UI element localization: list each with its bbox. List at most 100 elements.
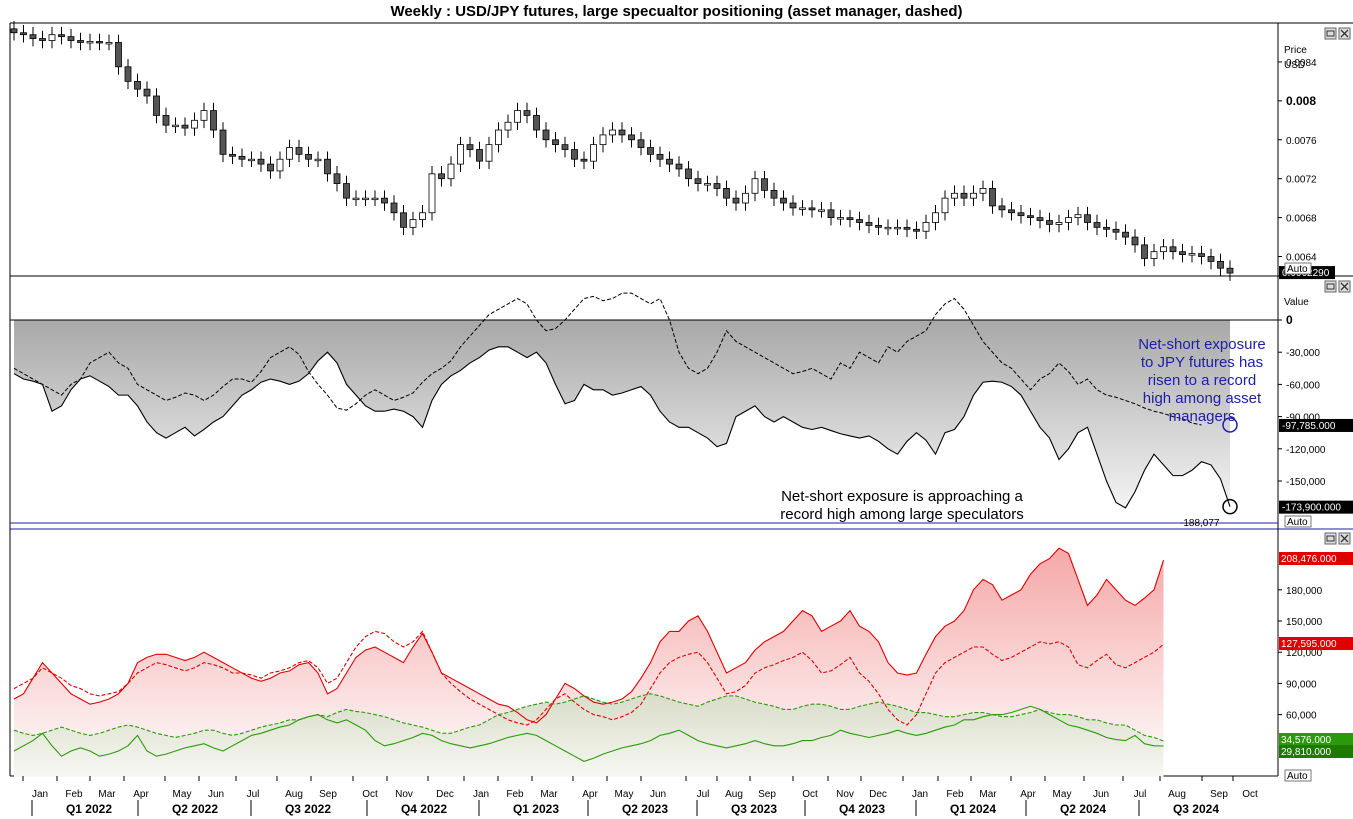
candle [77,32,84,51]
candle [1036,209,1044,229]
quarter-label: Q3 2022 [285,802,331,816]
month-label: Feb [65,789,83,800]
quarter-label: Q2 2022 [172,802,218,816]
candle-body [1160,246,1167,253]
price-tick-label: 0.0072 [1286,175,1317,186]
candle [20,24,27,43]
candle-body [1103,226,1110,230]
candle-body [10,28,18,34]
candle [1179,243,1186,263]
gross-red-dashed-tag [1279,637,1353,650]
annotation-asset-managers: high among asset [1143,390,1262,407]
candle [561,136,569,158]
candle-body [884,226,892,230]
asset-manager-highlight-circle [1222,417,1238,433]
gross-red-value: 208,476.000 [1281,554,1337,565]
candle [181,117,189,136]
candle [48,26,56,49]
restore-icon[interactable] [1324,532,1337,545]
candle-body [495,129,502,146]
month-label: Dec [436,789,454,800]
close-icon[interactable] [1338,280,1351,293]
candle-body [1217,261,1224,269]
candle [837,209,844,226]
candle-body [571,149,578,160]
close-icon[interactable] [1338,27,1351,40]
candle-body [1207,256,1215,262]
candle-body [105,42,113,45]
candle [409,211,417,236]
candle [723,180,730,206]
candle-body [656,153,664,160]
candle-body [599,134,607,146]
candle [352,190,360,206]
candle [884,219,892,236]
net-positioning-panel: -188,077 Value 0 -30,000 -60,000 -90,000 -120,… [10,292,1353,529]
net-solid-value: -173,900.000 [1282,503,1341,514]
candle [29,26,37,47]
candle [162,107,170,133]
candle-body [381,197,388,204]
candle [248,151,255,168]
candle [1198,245,1205,265]
annotation-asset-managers: risen to a record [1148,372,1256,389]
quarter-label: Q4 2023 [839,802,885,816]
net-auto-label: Auto [1287,517,1308,528]
candle-body [238,155,246,160]
month-label: Jan [912,789,928,800]
candle [371,190,379,206]
candle [172,117,179,133]
candle [1027,207,1034,226]
close-icon[interactable] [1338,532,1351,545]
month-label: Jun [208,789,224,800]
candle-body [533,115,540,131]
candle-body [1179,251,1186,255]
quarter-label: Q1 2023 [513,802,559,816]
restore-icon[interactable] [1324,280,1337,293]
candle-body [419,212,426,220]
gross-tick-label: 120,000 [1286,648,1323,659]
candle-body [1017,212,1025,217]
candle-body [409,219,417,228]
candle-body [913,228,920,232]
candle [713,175,721,197]
candle-body [922,222,930,232]
candle-body [989,188,996,207]
candle-body [1150,251,1158,259]
candle-body [96,41,103,44]
month-label: Sep [1210,789,1228,800]
price-tick-label: 0.0064 [1286,253,1317,264]
month-label: Mar [979,789,997,800]
candle [780,190,787,211]
candle-body [143,88,151,97]
close-icon-glyph [1340,534,1349,543]
candle-body [808,207,816,211]
candle [742,185,749,211]
candle-body [210,110,217,131]
month-label: Aug [285,789,303,800]
candle [951,185,958,206]
month-label: Oct [802,789,818,800]
candle-body [295,147,303,155]
asset-manager-short-line [13,693,1164,742]
candle-body [761,178,768,191]
candle-body [951,192,958,199]
candle-body [267,163,274,172]
quarter-label: Q1 2022 [66,802,112,816]
candle [856,211,863,231]
candle [875,217,882,236]
candle-body [371,197,379,201]
annotation-large-speculators: Net-short exposure is approaching a [781,488,1023,505]
restore-icon[interactable] [1324,27,1337,40]
panel-controls[interactable] [1324,27,1351,545]
gross-auto-label: Auto [1287,771,1308,782]
record-value: -188,077 [1180,518,1220,529]
candle-body [780,197,787,204]
candle [276,151,284,179]
candle [1207,248,1215,270]
candle [210,102,217,138]
candle [599,127,607,153]
candle-body [514,110,521,123]
candle [1046,212,1053,233]
